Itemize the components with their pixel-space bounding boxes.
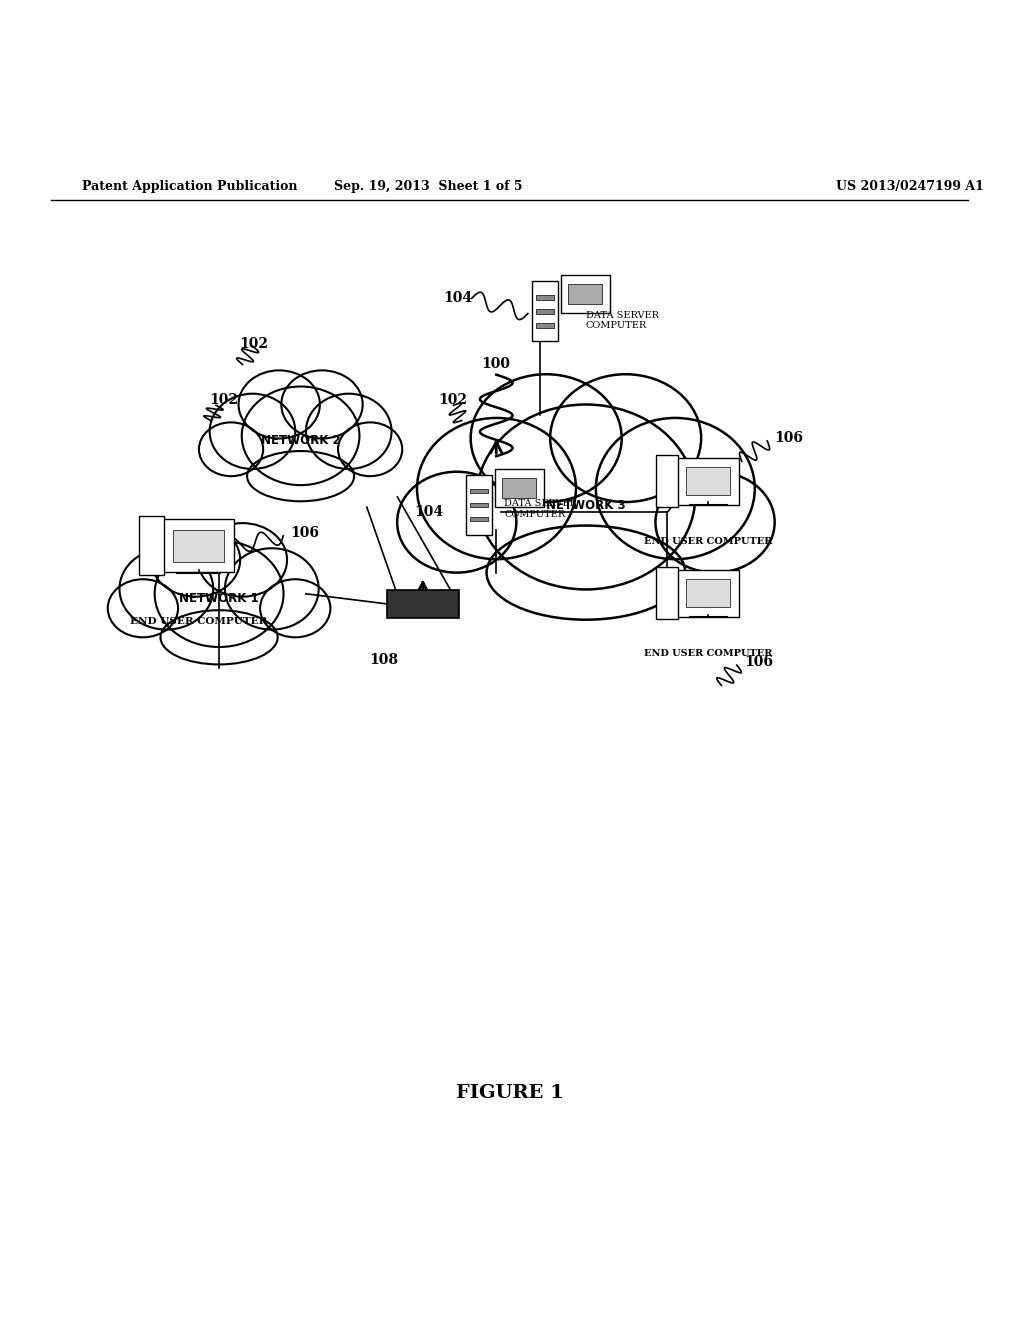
Text: 104: 104 xyxy=(414,506,443,519)
FancyBboxPatch shape xyxy=(655,455,679,507)
Ellipse shape xyxy=(161,610,278,664)
FancyBboxPatch shape xyxy=(163,519,234,573)
Text: DATA SERVER
COMPUTER: DATA SERVER COMPUTER xyxy=(586,312,658,330)
FancyBboxPatch shape xyxy=(502,478,536,498)
Ellipse shape xyxy=(239,371,319,438)
FancyBboxPatch shape xyxy=(686,579,730,607)
FancyBboxPatch shape xyxy=(568,284,602,305)
Text: 106: 106 xyxy=(774,430,804,445)
Ellipse shape xyxy=(260,579,331,638)
Text: Patent Application Publication: Patent Application Publication xyxy=(82,180,297,193)
Ellipse shape xyxy=(338,422,402,477)
Ellipse shape xyxy=(596,418,755,560)
Ellipse shape xyxy=(155,540,284,647)
FancyBboxPatch shape xyxy=(561,276,610,313)
FancyBboxPatch shape xyxy=(537,309,554,314)
Text: 102: 102 xyxy=(438,393,467,407)
Ellipse shape xyxy=(306,393,391,469)
Ellipse shape xyxy=(397,471,516,573)
FancyBboxPatch shape xyxy=(655,568,679,619)
Text: END USER COMPUTER: END USER COMPUTER xyxy=(644,537,772,545)
Ellipse shape xyxy=(471,375,622,502)
Ellipse shape xyxy=(210,393,295,469)
Text: 102: 102 xyxy=(240,337,268,351)
FancyBboxPatch shape xyxy=(470,517,487,521)
Text: DATA SERVER
COMPUTER: DATA SERVER COMPUTER xyxy=(505,499,578,519)
FancyBboxPatch shape xyxy=(387,590,459,618)
Text: 104: 104 xyxy=(443,292,472,305)
Text: FIGURE 1: FIGURE 1 xyxy=(456,1084,563,1102)
Ellipse shape xyxy=(247,451,354,502)
Text: Sep. 19, 2013  Sheet 1 of 5: Sep. 19, 2013 Sheet 1 of 5 xyxy=(334,180,522,193)
Ellipse shape xyxy=(476,404,695,590)
Ellipse shape xyxy=(108,579,178,638)
Ellipse shape xyxy=(225,548,318,630)
FancyBboxPatch shape xyxy=(138,516,164,576)
Ellipse shape xyxy=(417,418,575,560)
Ellipse shape xyxy=(198,523,287,597)
Ellipse shape xyxy=(199,422,263,477)
Text: 102: 102 xyxy=(209,393,238,407)
FancyBboxPatch shape xyxy=(677,458,739,504)
FancyBboxPatch shape xyxy=(537,323,554,327)
Text: NETWORK 1: NETWORK 1 xyxy=(179,593,259,605)
Text: NETWORK 3: NETWORK 3 xyxy=(546,499,626,512)
Ellipse shape xyxy=(120,548,213,630)
Ellipse shape xyxy=(486,525,685,619)
Ellipse shape xyxy=(550,375,701,502)
FancyBboxPatch shape xyxy=(677,570,739,616)
Text: 106: 106 xyxy=(291,525,319,540)
Text: END USER COMPUTER: END USER COMPUTER xyxy=(644,649,772,657)
Text: END USER COMPUTER: END USER COMPUTER xyxy=(130,618,267,626)
Ellipse shape xyxy=(282,371,362,438)
Ellipse shape xyxy=(242,387,359,486)
Text: 108: 108 xyxy=(369,653,398,667)
FancyBboxPatch shape xyxy=(466,475,493,535)
FancyBboxPatch shape xyxy=(537,296,554,300)
FancyBboxPatch shape xyxy=(470,503,487,507)
FancyBboxPatch shape xyxy=(470,488,487,494)
Text: 106: 106 xyxy=(743,655,773,669)
FancyBboxPatch shape xyxy=(495,469,544,507)
FancyBboxPatch shape xyxy=(686,467,730,495)
Text: US 2013/0247199 A1: US 2013/0247199 A1 xyxy=(836,180,983,193)
Text: NETWORK 2: NETWORK 2 xyxy=(261,434,340,446)
Text: 100: 100 xyxy=(481,358,511,371)
Ellipse shape xyxy=(655,471,775,573)
Ellipse shape xyxy=(152,523,241,597)
FancyBboxPatch shape xyxy=(531,281,558,341)
FancyBboxPatch shape xyxy=(173,529,224,561)
